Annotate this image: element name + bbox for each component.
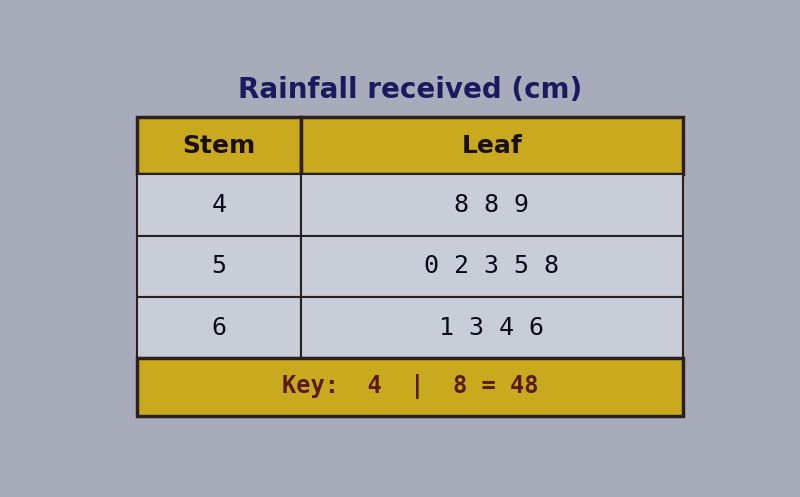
Text: Key:  4  |  8 = 48: Key: 4 | 8 = 48 (282, 374, 538, 400)
Text: Leaf: Leaf (462, 134, 522, 158)
Text: 5: 5 (211, 254, 226, 278)
Bar (301, 297, 682, 358)
Text: Stem: Stem (182, 134, 256, 158)
Bar (301, 236, 682, 297)
Bar (138, 358, 682, 415)
Text: 4: 4 (211, 193, 226, 217)
Text: 6: 6 (211, 316, 226, 339)
Bar (138, 174, 301, 236)
Bar (138, 117, 301, 174)
Text: 8 8 9: 8 8 9 (454, 193, 530, 217)
Text: 1 3 4 6: 1 3 4 6 (439, 316, 544, 339)
Bar (138, 236, 301, 297)
Bar (301, 117, 682, 174)
Bar (301, 174, 682, 236)
Text: Rainfall received (cm): Rainfall received (cm) (238, 76, 582, 104)
Bar (138, 297, 301, 358)
Text: 0 2 3 5 8: 0 2 3 5 8 (424, 254, 559, 278)
